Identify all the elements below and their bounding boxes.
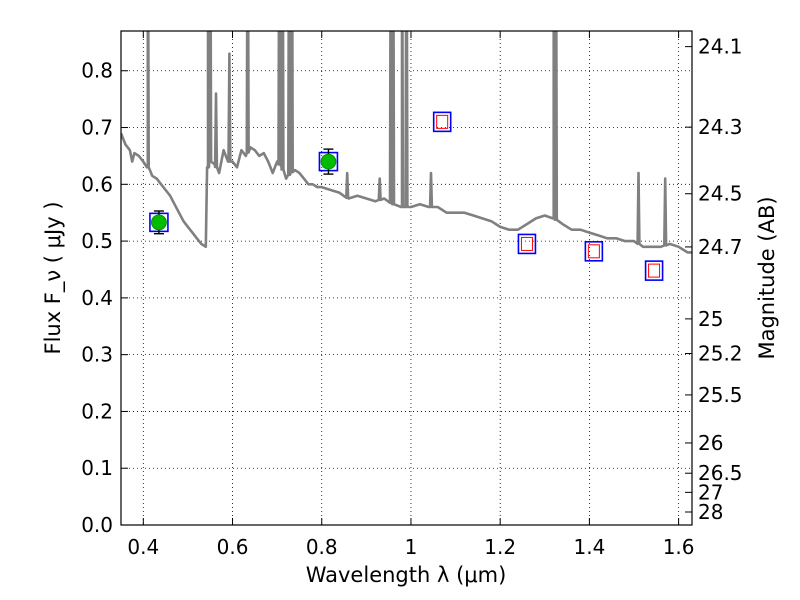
x-tick-label: 1.2: [484, 535, 516, 559]
model-box: [517, 233, 537, 255]
x-tick-label: 1.4: [573, 535, 605, 559]
right-tick-label: 25.5: [698, 383, 743, 407]
y-tick-label: 0.7: [81, 116, 113, 140]
right-tick-label: 26.5: [698, 461, 743, 485]
right-tick-label: 27: [698, 480, 723, 504]
model-box: [644, 260, 664, 281]
plot-frame: [120, 30, 693, 526]
x-tick-label: 0.4: [127, 535, 159, 559]
model-inner-box: [436, 114, 449, 129]
right-tick-label: 24.5: [698, 182, 743, 206]
detection-point: [151, 214, 167, 231]
y-axis-label: Flux F_ν ( μJy ): [41, 201, 66, 354]
model-box: [584, 241, 604, 262]
x-tick-label: 1: [405, 535, 418, 559]
spectrum-layer: [121, 31, 692, 254]
detection-point: [320, 153, 337, 170]
model-box: [432, 111, 452, 133]
model-inner-box: [587, 244, 600, 259]
right-tick-label: 28: [698, 500, 723, 524]
y-tick-label: 0.5: [81, 229, 113, 253]
right-tick-label: 24.7: [698, 235, 743, 259]
right-tick-label: 24.3: [698, 115, 743, 139]
spectrum-line: [121, 31, 692, 254]
y-tick-label: 0.1: [81, 456, 113, 480]
x-tick-label: 1.6: [663, 535, 695, 559]
x-tick-label: 0.6: [217, 535, 249, 559]
x-axis-label: Wavelength λ (μm): [306, 563, 507, 587]
right-tick-label: 25: [698, 307, 723, 331]
photometry-points: [149, 111, 664, 281]
y-tick-label: 0.8: [81, 59, 113, 83]
y-tick-label: 0.2: [81, 399, 113, 423]
y-axis-right-label: Magnitude (AB): [755, 196, 779, 359]
x-tick-label: 0.8: [306, 535, 338, 559]
model-inner-box: [648, 263, 661, 278]
right-tick-label: 24.1: [698, 35, 743, 59]
model-inner-box: [520, 236, 533, 251]
axis-ticks: 0.4 0.6 0.8 1 1.2 1.4 1.6 0.0 0.1 0.2 0.3 0.4 0.5 0.6…: [81, 31, 743, 559]
y-tick-label: 0.4: [81, 286, 113, 310]
y-tick-label: 0.6: [81, 172, 113, 196]
y-tick-label: 0.0: [81, 513, 113, 537]
right-tick-label: 25.2: [698, 342, 743, 366]
right-tick-label: 26: [698, 431, 723, 455]
y-tick-label: 0.3: [81, 343, 113, 367]
